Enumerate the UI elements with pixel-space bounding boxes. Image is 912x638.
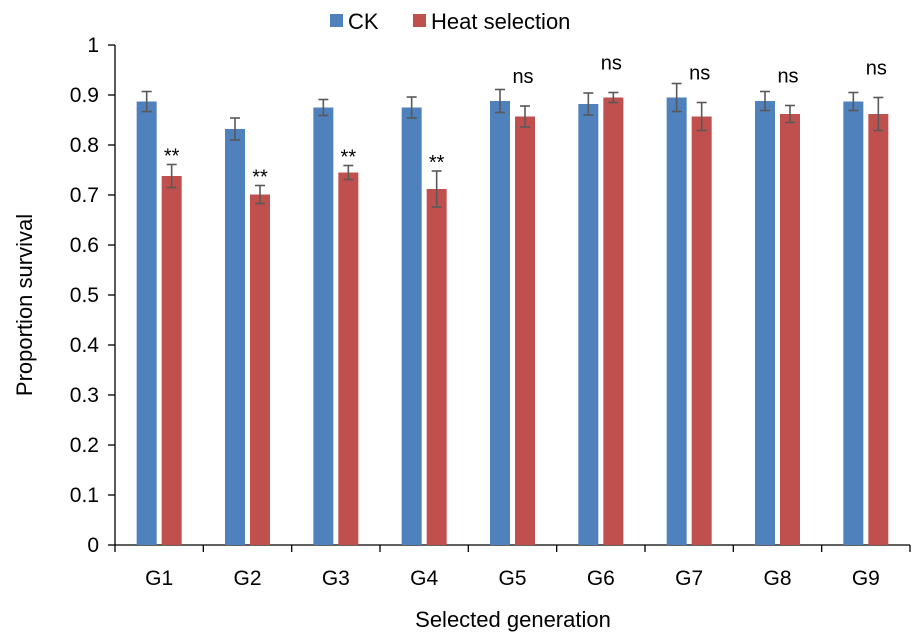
y-tick-label: 0.5 xyxy=(70,284,99,307)
bar-heat-selection-g8 xyxy=(780,114,800,545)
y-tick-label: 0.1 xyxy=(70,484,99,507)
significance-label: ** xyxy=(252,167,268,189)
significance-label: ns xyxy=(689,63,710,85)
x-tick-label: G2 xyxy=(233,567,261,590)
y-tick-label: 0.7 xyxy=(70,184,99,207)
significance-label: ** xyxy=(164,146,180,168)
y-tick-label: 0.9 xyxy=(70,84,99,107)
y-tick-label: 0 xyxy=(87,534,99,557)
x-tick-label: G8 xyxy=(763,567,791,590)
bar-heat-selection-g3 xyxy=(338,172,359,545)
x-axis: G1 G2 G3 G4 G5 G6 G7 G8 G9 xyxy=(114,544,911,590)
legend: CK Heat selection xyxy=(330,9,570,34)
y-axis-title: Proportion survival xyxy=(12,214,37,396)
y-axis: 0 0.1 0.2 0.3 0.4 0.5 0.6 0.7 0.8 0.9 1 xyxy=(70,34,116,557)
significance-label: ** xyxy=(429,152,445,174)
bars xyxy=(136,97,889,545)
bar-ck-g5 xyxy=(490,101,510,545)
error-bars xyxy=(141,82,884,208)
significance-label: ns xyxy=(601,53,622,75)
significance-label: ** xyxy=(341,147,357,169)
y-tick-label: 0.6 xyxy=(70,234,99,257)
legend-label-ck: CK xyxy=(348,9,379,34)
bar-ck-g8 xyxy=(755,101,775,545)
bar-ck-g7 xyxy=(666,97,687,545)
significance-label: ns xyxy=(866,58,887,80)
y-tick-label: 0.4 xyxy=(70,334,100,357)
bar-heat-selection-g1 xyxy=(161,176,182,545)
bar-ck-g6 xyxy=(578,104,599,545)
x-tick-label: G4 xyxy=(410,567,438,590)
bar-ck-g4 xyxy=(401,107,422,545)
x-tick-label: G3 xyxy=(322,567,350,590)
bar-ck-g1 xyxy=(136,101,157,545)
bar-heat-selection-g6 xyxy=(603,97,624,545)
bar-ck-g3 xyxy=(313,107,334,545)
x-tick-label: G9 xyxy=(852,567,880,590)
legend-swatch-ck xyxy=(330,14,343,27)
x-tick-label: G6 xyxy=(587,567,615,590)
legend-swatch-heat-selection xyxy=(413,14,426,27)
significance-label: ns xyxy=(777,66,798,88)
bar-ck-g2 xyxy=(225,129,245,545)
y-tick-label: 0.3 xyxy=(70,384,99,407)
bar-heat-selection-g7 xyxy=(691,116,712,545)
x-axis-title: Selected generation xyxy=(415,607,611,632)
significance-label: ns xyxy=(512,66,533,88)
x-tick-label: G5 xyxy=(498,567,526,590)
bar-ck-g9 xyxy=(843,101,864,545)
bar-heat-selection-g4 xyxy=(426,189,447,545)
x-tick-label: G7 xyxy=(675,567,703,590)
bar-heat-selection-g5 xyxy=(515,116,535,545)
bar-heat-selection-g2 xyxy=(250,194,270,545)
bar-heat-selection-g9 xyxy=(868,114,889,545)
y-tick-label: 0.2 xyxy=(70,434,99,457)
x-tick-label: G1 xyxy=(145,567,173,590)
legend-label-heat-selection: Heat selection xyxy=(431,9,570,34)
y-tick-label: 1 xyxy=(87,34,99,57)
y-tick-label: 0.8 xyxy=(70,134,99,157)
significance-annotations: ** ** ** ** ns ns ns ns ns xyxy=(164,53,887,189)
